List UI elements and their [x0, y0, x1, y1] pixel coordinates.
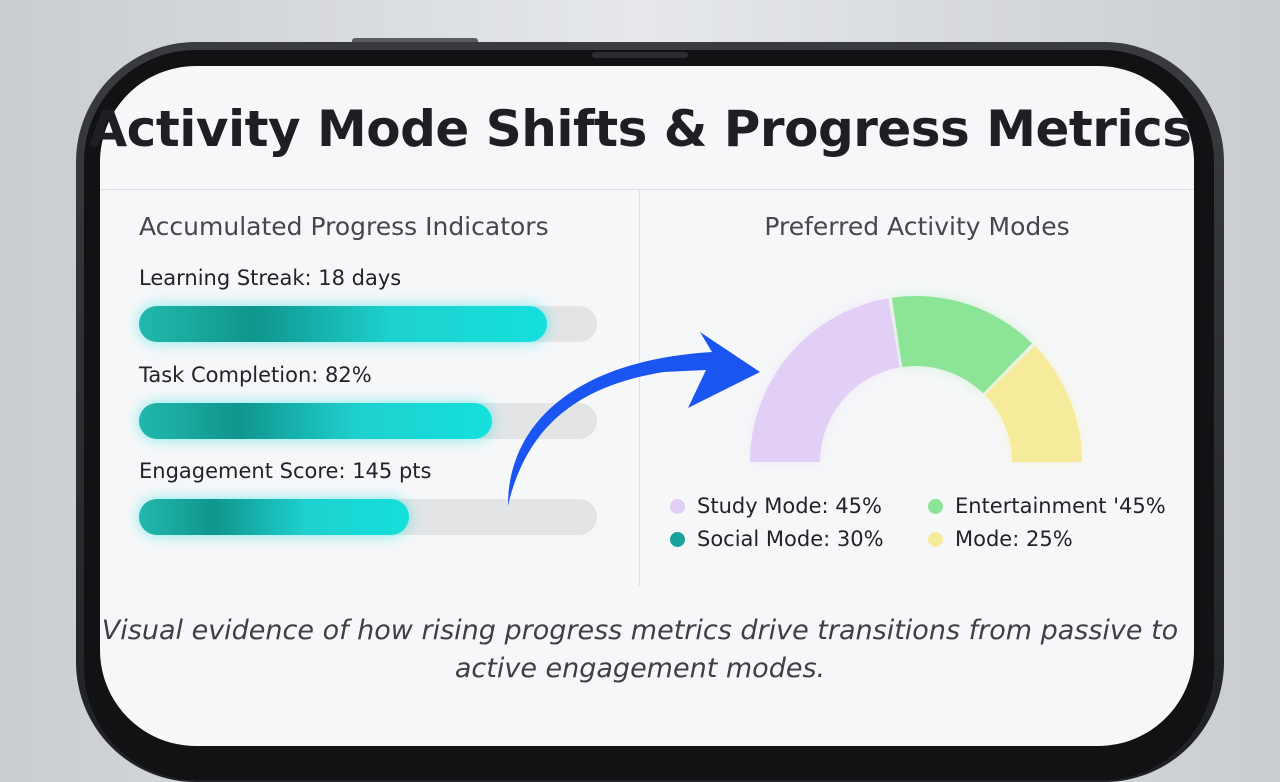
curved-arrow-icon	[508, 332, 760, 506]
progress-track-task-completion	[139, 403, 597, 439]
legend-item-entertainment: Entertainment '45%	[928, 494, 1166, 518]
donut-slice-study-mode	[750, 298, 900, 462]
panel-divider	[639, 190, 640, 586]
legend-label: Mode: 25%	[955, 527, 1073, 551]
phone-speaker	[592, 52, 688, 58]
legend-item-mode: Mode: 25%	[928, 527, 1073, 551]
page-title: Activity Mode Shifts & Progress Metrics	[88, 100, 1192, 158]
legend-swatch	[670, 499, 685, 514]
modes-panel-title: Preferred Activity Modes	[764, 212, 1070, 241]
metric-label-engagement-score: Engagement Score: 145 pts	[139, 459, 432, 483]
legend-swatch	[928, 499, 943, 514]
donut-slice-entertainment	[892, 295, 1032, 394]
chart-svg	[508, 295, 1082, 506]
progress-track-engagement-score	[139, 499, 597, 535]
progress-fill-task-completion	[139, 403, 492, 439]
legend-label: Entertainment '45%	[955, 494, 1166, 518]
legend-item-study-mode: Study Mode: 45%	[670, 494, 882, 518]
progress-fill-learning-streak	[139, 306, 547, 342]
progress-panel-title: Accumulated Progress Indicators	[139, 212, 549, 241]
legend-swatch	[928, 532, 943, 547]
legend-swatch	[670, 532, 685, 547]
phone-top-button	[352, 38, 478, 44]
legend-label: Social Mode: 30%	[697, 527, 884, 551]
legend-label: Study Mode: 45%	[697, 494, 882, 518]
donut-slice-mode	[984, 346, 1082, 462]
metric-label-task-completion: Task Completion: 82%	[139, 363, 372, 387]
caption: Visual evidence of how rising progress m…	[101, 615, 1179, 684]
progress-fill-engagement-score	[139, 499, 410, 535]
legend-item-social-mode: Social Mode: 30%	[670, 527, 884, 551]
progress-track-learning-streak	[139, 306, 597, 342]
header-divider	[100, 189, 1194, 190]
metric-label-learning-streak: Learning Streak: 18 days	[139, 266, 402, 290]
